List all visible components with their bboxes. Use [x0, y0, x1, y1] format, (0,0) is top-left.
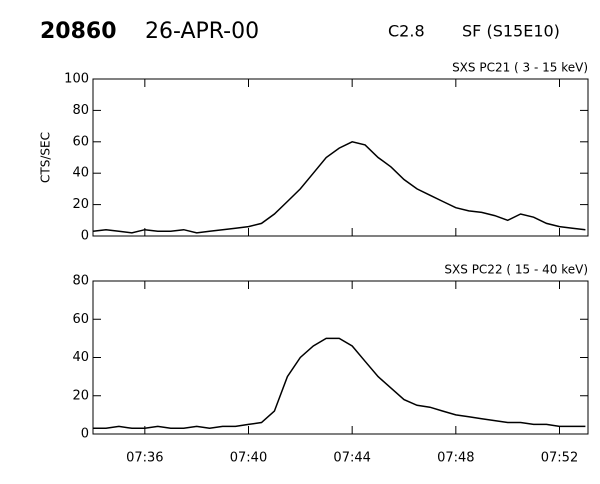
plot-frame — [92, 78, 589, 237]
y-tick-label: 60 — [72, 134, 89, 149]
y-axis-label: CTS/SEC — [39, 132, 53, 183]
date: 26-APR-00 — [145, 19, 259, 44]
y-tick-label: 0 — [81, 427, 89, 442]
y-tick-label: 60 — [72, 312, 89, 327]
panel-title: SXS PC21 ( 3 - 15 keV) — [452, 61, 588, 75]
x-tick-label: 07:52 — [541, 451, 578, 466]
event-id: 20860 — [40, 19, 117, 44]
y-tick-label: 80 — [72, 103, 89, 118]
flare-location: SF (S15E10) — [462, 22, 560, 41]
x-tick-label: 07:48 — [437, 451, 474, 466]
y-tick-label: 20 — [72, 388, 89, 403]
plot-frame — [92, 280, 589, 435]
x-tick-label: 07:36 — [126, 451, 163, 466]
x-tick-label: 07:44 — [333, 451, 370, 466]
flare-class: C2.8 — [388, 22, 425, 41]
panel-title: SXS PC22 ( 15 - 40 keV) — [444, 263, 588, 277]
y-tick-label: 0 — [81, 229, 89, 244]
data-line — [92, 141, 586, 234]
y-tick-label: 40 — [72, 166, 89, 181]
x-tick-label: 07:40 — [230, 451, 267, 466]
y-tick-label: 40 — [72, 350, 89, 365]
y-tick-label: 80 — [72, 274, 89, 289]
y-tick-label: 20 — [72, 197, 89, 212]
data-line — [93, 337, 586, 430]
y-tick-label: 100 — [64, 72, 89, 87]
